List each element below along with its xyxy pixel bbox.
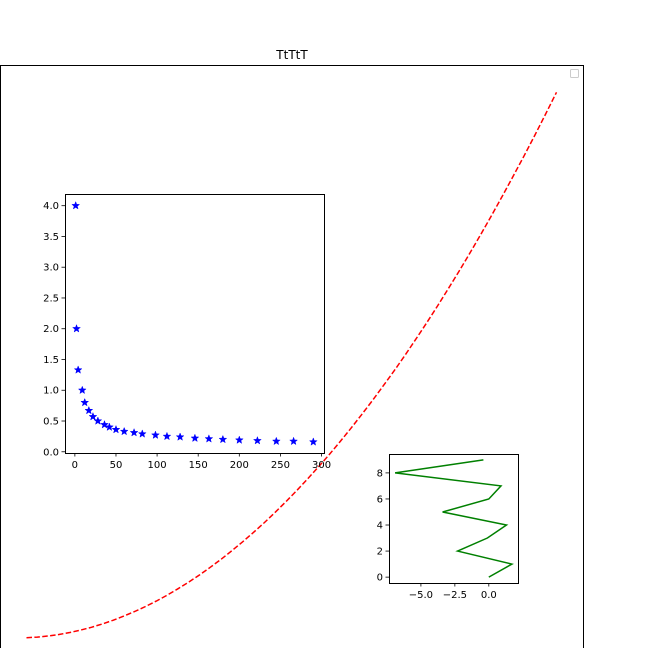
scatter-point [129, 427, 139, 437]
scatter-x-tick-label: 100 [148, 460, 167, 471]
scatter-point [162, 431, 172, 441]
scatter-point [104, 422, 114, 431]
scatter-point [289, 436, 299, 446]
scatter-y-tick-label: 4.0 [43, 201, 59, 212]
scatter-point [308, 437, 318, 446]
small-y-tick-label: 2 [377, 547, 383, 558]
scatter-x-tick-label: 200 [230, 460, 249, 471]
scatter-y-tick-label: 3.0 [43, 263, 59, 274]
scatter-point [99, 419, 109, 429]
scatter-point [80, 397, 90, 407]
scatter-point [150, 430, 160, 439]
scatter-x-tick-label: 300 [312, 460, 331, 471]
scatter-y-tick-label: 2.5 [43, 293, 59, 304]
scatter-point [234, 435, 244, 444]
scatter-point [137, 429, 147, 438]
scatter-point [218, 434, 228, 444]
scatter-point [119, 426, 129, 436]
small-y-tick-label: 8 [377, 468, 383, 479]
small-y-tick-label: 4 [377, 521, 383, 532]
main-series-line [26, 91, 558, 639]
scatter-y-tick-label: 0.5 [43, 417, 59, 428]
scatter-point [84, 405, 94, 415]
inset-scatter-plot-area: 0 50 100 150 200 250 300 0.0 0.5 1.0 1.5 2.0 2.5 3.0 3… [43, 200, 331, 471]
scatter-point [271, 436, 281, 446]
scatter-point [204, 434, 214, 443]
legend-box [570, 69, 579, 78]
scatter-point [77, 385, 87, 395]
scatter-x-tick-label: 150 [189, 460, 208, 471]
scatter-y-tick-label: 0.0 [43, 447, 59, 458]
small-series-line [394, 459, 514, 578]
scatter-y-tick-label: 1.5 [43, 355, 59, 366]
scatter-point [71, 200, 81, 210]
scatter-point [252, 435, 262, 445]
inset-line-plot-area: −5.0 −2.5 0.0 0 2 4 6 8 [377, 459, 514, 601]
scatter-point [190, 433, 200, 443]
scatter-x-tick-label: 0 [72, 460, 78, 471]
scatter-y-tick-label: 3.5 [43, 232, 59, 243]
inset-line-axes: −5.0 −2.5 0.0 0 2 4 6 8 [377, 454, 519, 601]
small-y-tick-label: 0 [377, 573, 383, 584]
scatter-y-tick-label: 2.0 [43, 324, 59, 335]
small-x-tick-label: −2.5 [443, 590, 467, 601]
scatter-y-tick-label: 1.0 [43, 386, 59, 397]
main-title: TtTtT [275, 48, 308, 62]
scatter-point [88, 411, 98, 421]
main-plot-area [26, 91, 558, 639]
small-x-tick-label: 0.0 [481, 590, 497, 601]
scatter-x-tick-label: 50 [110, 460, 123, 471]
scatter-x-tick-label: 250 [271, 460, 290, 471]
scatter-point [72, 324, 81, 333]
inset-line-frame [389, 454, 519, 584]
scatter-point [73, 365, 83, 374]
inset-scatter-axes: 0 50 100 150 200 250 300 0.0 0.5 1.0 1.5 2.0 2.5 3.0 3… [43, 194, 331, 471]
small-y-tick-label: 6 [377, 494, 383, 505]
small-x-tick-label: −5.0 [409, 590, 433, 601]
scatter-point [93, 416, 103, 425]
inset-scatter-frame [65, 194, 325, 454]
scatter-point [175, 432, 185, 441]
scatter-point [111, 424, 121, 434]
